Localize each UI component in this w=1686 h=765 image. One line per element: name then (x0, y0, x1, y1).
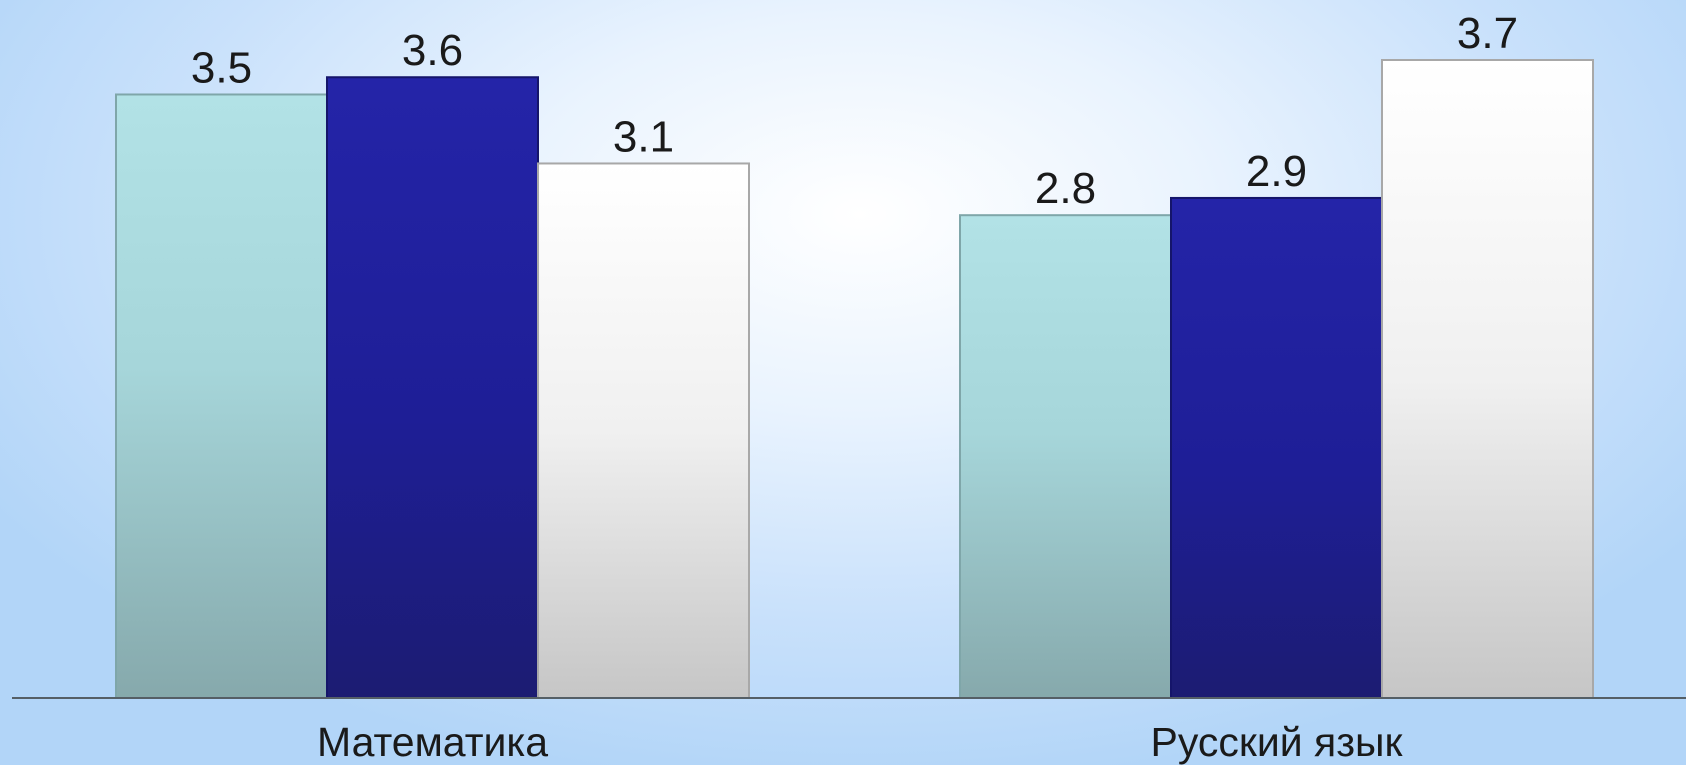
data-label-1-series-1: 3.5 (191, 43, 252, 92)
category-labels-group: Математика Русский язык (317, 719, 1404, 765)
data-label-2-series-3: 3.7 (1457, 9, 1518, 58)
bar-1-series-2 (326, 76, 539, 700)
data-label-2-series-1: 2.8 (1035, 164, 1096, 213)
bar-2-series-3 (1381, 59, 1594, 699)
bars-group (115, 59, 1594, 700)
category-label-2: Русский язык (1151, 719, 1404, 765)
data-label-2-series-2: 2.9 (1246, 147, 1307, 196)
bar-1-series-3 (537, 162, 750, 699)
bar-1-series-1 (115, 93, 328, 699)
bar-2-series-1 (959, 214, 1172, 700)
data-label-1-series-2: 3.6 (402, 26, 463, 75)
category-label-1: Математика (317, 719, 548, 765)
value-labels-group: 3.5 3.6 3.1 2.8 2.9 3.7 (191, 9, 1518, 213)
bar-2-series-2 (1170, 196, 1383, 699)
data-label-1-series-3: 3.1 (613, 112, 674, 161)
